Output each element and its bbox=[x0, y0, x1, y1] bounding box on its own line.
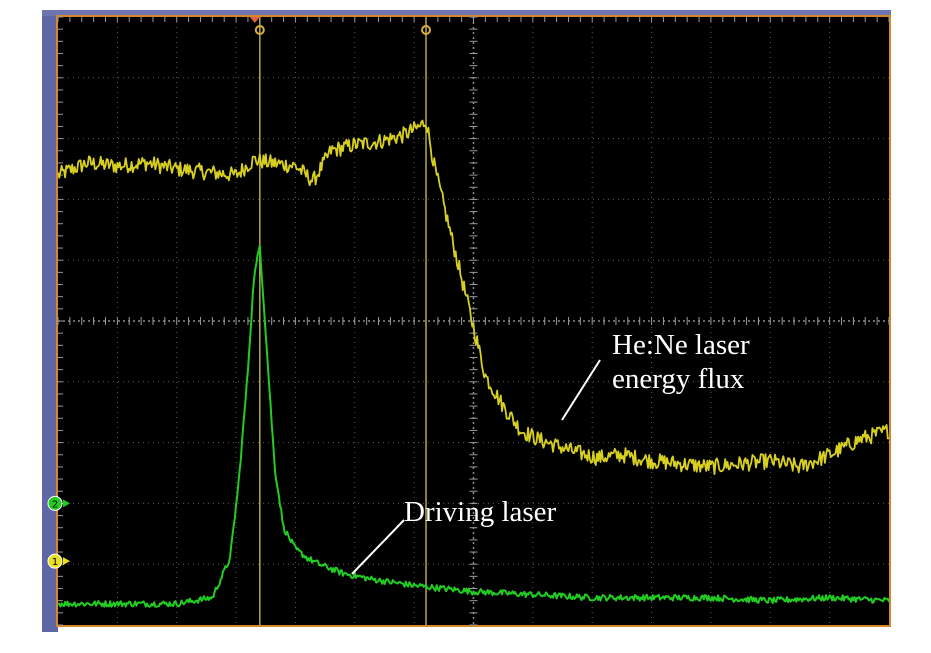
channel-2-number: 2 bbox=[52, 499, 58, 510]
cursor-handle-2 bbox=[421, 25, 432, 35]
cursor-lines bbox=[249, 17, 432, 625]
annotations: He:Ne laser energy flux Driving laser bbox=[351, 329, 750, 575]
graticule bbox=[57, 16, 890, 626]
channel-markers: 21 bbox=[47, 495, 70, 569]
cursor-handle-1 bbox=[254, 25, 265, 35]
driving-pointer-line bbox=[351, 519, 405, 575]
channel-1-marker-icon bbox=[47, 553, 63, 569]
trigger-position-icon bbox=[249, 17, 260, 23]
trace-series-2 bbox=[57, 244, 890, 608]
hene-pointer-line bbox=[561, 359, 601, 421]
channel-1-number: 1 bbox=[52, 557, 58, 568]
top-bezel bbox=[42, 10, 891, 16]
left-bezel bbox=[42, 10, 58, 632]
screen-frame bbox=[56, 15, 891, 627]
traces bbox=[57, 119, 890, 608]
hene-label-line2: energy flux bbox=[612, 363, 745, 395]
channel-2-arrow-icon bbox=[63, 499, 70, 508]
trace-series-1 bbox=[57, 119, 890, 475]
channel-1-arrow-icon bbox=[63, 557, 70, 566]
channel-2-marker-icon bbox=[47, 495, 63, 511]
hene-label-line1: He:Ne laser bbox=[612, 329, 750, 361]
driving-laser-label: Driving laser bbox=[404, 496, 557, 528]
